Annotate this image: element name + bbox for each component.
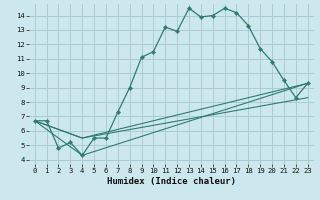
X-axis label: Humidex (Indice chaleur): Humidex (Indice chaleur): [107, 177, 236, 186]
